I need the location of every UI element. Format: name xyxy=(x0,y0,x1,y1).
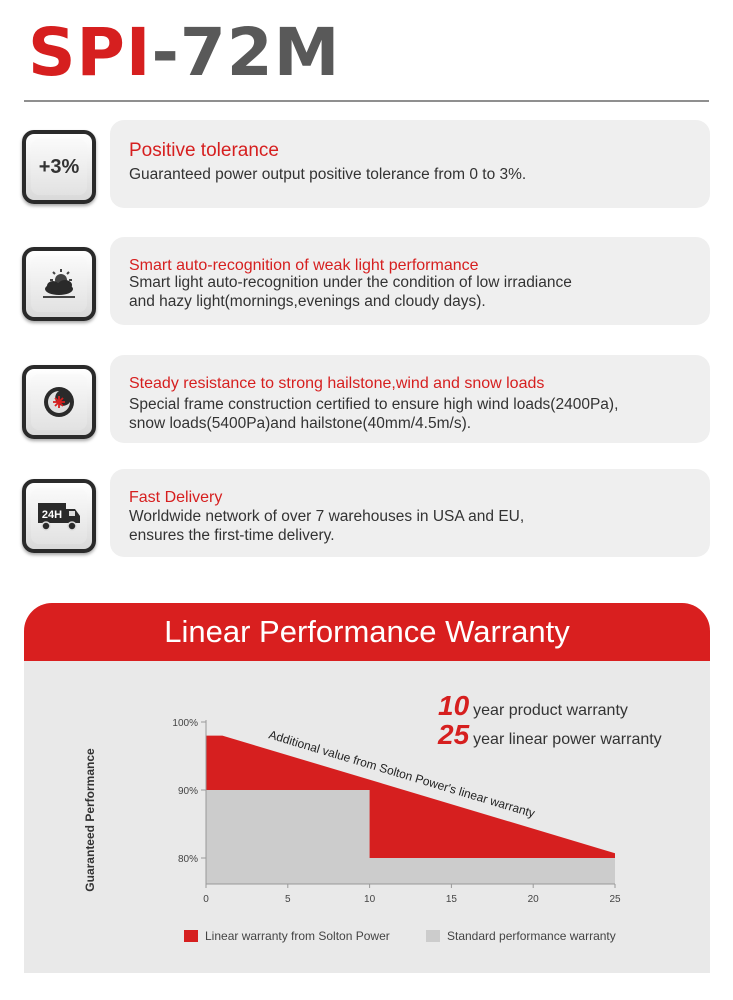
x-tick-label: 20 xyxy=(528,894,540,905)
legend-label: Standard performance warranty xyxy=(447,929,616,943)
legend-swatch-gray xyxy=(426,930,440,942)
x-tick-label: 15 xyxy=(446,894,458,905)
legend-item-linear: Linear warranty from Solton Power xyxy=(184,929,390,943)
product-warranty-years: 10 xyxy=(438,690,470,721)
feature-card: Steady resistance to strong hailstone,wi… xyxy=(110,355,710,443)
feature-line: snow loads(5400Pa)and hailstone(40mm/4.5… xyxy=(129,415,472,432)
feature-title: Smart auto-recognition of weak light per… xyxy=(129,257,479,274)
title-divider xyxy=(24,100,709,102)
feature-title: Steady resistance to strong hailstone,wi… xyxy=(129,375,545,392)
feature-description: Smart light auto-recognition under the c… xyxy=(129,273,699,311)
snowflake-hail-icon xyxy=(22,365,96,439)
feature-positive-tolerance: +3% Positive tolerance Guaranteed power … xyxy=(22,120,710,210)
y-tick-label: 90% xyxy=(178,786,198,797)
feature-description: Worldwide network of over 7 warehouses i… xyxy=(129,507,699,545)
feature-line: Worldwide network of over 7 warehouses i… xyxy=(129,508,525,525)
legend-item-standard: Standard performance warranty xyxy=(426,929,616,943)
legend-swatch-red xyxy=(184,930,198,942)
sun-cloud-icon xyxy=(22,247,96,321)
feature-title: Positive tolerance xyxy=(129,140,279,161)
product-warranty-line: 10 year product warranty xyxy=(438,690,628,722)
x-tick-label: 0 xyxy=(203,894,209,905)
linear-warranty-line: 25 year linear power warranty xyxy=(438,719,662,751)
feature-line: and hazy light(mornings,evenings and clo… xyxy=(129,293,486,310)
legend-label: Linear warranty from Solton Power xyxy=(205,929,390,943)
product-warranty-text: year product warranty xyxy=(473,702,628,719)
y-tick-label: 80% xyxy=(178,854,198,865)
feature-title: Fast Delivery xyxy=(129,489,223,506)
feature-description: Special frame construction certified to … xyxy=(129,395,699,433)
feature-line: Guaranteed power output positive toleran… xyxy=(129,166,527,183)
feature-hail-wind-snow: Steady resistance to strong hailstone,wi… xyxy=(22,355,710,445)
feature-description: Guaranteed power output positive toleran… xyxy=(129,165,699,184)
icon-label: +3% xyxy=(38,155,80,178)
y-tick-label: 100% xyxy=(172,718,198,729)
truck-label: 24H xyxy=(42,509,62,521)
linear-warranty-years: 25 xyxy=(438,719,470,750)
feature-card: Smart auto-recognition of weak light per… xyxy=(110,237,710,325)
truck-24h-icon: 24H xyxy=(22,479,96,553)
title-model-prefix: SPI xyxy=(28,14,152,91)
page-title: SPI-72M xyxy=(28,14,340,94)
feature-card: Positive tolerance Guaranteed power outp… xyxy=(110,120,710,208)
plus-3-percent-icon: +3% xyxy=(22,130,96,204)
feature-line: Smart light auto-recognition under the c… xyxy=(129,274,572,291)
x-tick-label: 25 xyxy=(609,894,621,905)
feature-weak-light: Smart auto-recognition of weak light per… xyxy=(22,237,710,327)
x-tick-label: 5 xyxy=(285,894,291,905)
feature-line: Special frame construction certified to … xyxy=(129,396,619,413)
title-model-suffix: -72M xyxy=(151,14,341,91)
linear-warranty-text: year linear power warranty xyxy=(473,731,662,748)
x-tick-label: 10 xyxy=(364,894,376,905)
feature-card: Fast Delivery Worldwide network of over … xyxy=(110,469,710,557)
feature-line: ensures the first-time delivery. xyxy=(129,527,335,544)
feature-fast-delivery: 24H Fast Delivery Worldwide network of o… xyxy=(22,469,710,559)
standard-warranty-area xyxy=(206,790,615,884)
warranty-header: Linear Performance Warranty xyxy=(24,603,710,661)
